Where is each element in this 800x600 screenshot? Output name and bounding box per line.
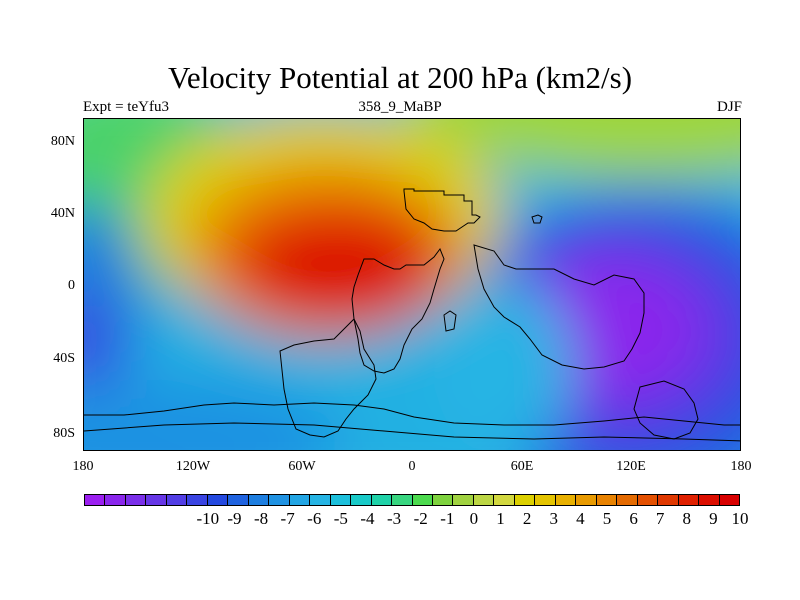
colorbar-label: -5	[333, 509, 348, 528]
asia-coast	[473, 244, 645, 370]
colorbar-swatch	[677, 494, 700, 506]
northeast-green-band	[411, 119, 740, 179]
southern-blue-band	[84, 379, 344, 450]
colorbar-swatch	[165, 494, 188, 506]
colorbar-swatch	[84, 494, 106, 506]
velocity-potential-field	[84, 119, 740, 450]
colorbar-swatch	[657, 494, 679, 506]
colorbar-swatch	[452, 494, 474, 506]
australia-coast	[633, 380, 699, 440]
colorbar-label: 5	[602, 509, 612, 528]
colorbar-swatch	[206, 494, 229, 506]
colorbar-swatch	[247, 494, 270, 506]
colorbar-swatch	[554, 494, 577, 506]
colorbar-swatch	[616, 494, 638, 506]
colorbar-label: 10	[731, 509, 749, 528]
x-tick-0: 0	[408, 459, 416, 474]
south-america-coast	[279, 318, 377, 438]
colorbar-swatch	[288, 494, 311, 506]
x-tick-180w: 180	[72, 459, 94, 474]
plot-title: Velocity Potential at 200 hPa (km2/s)	[167, 60, 633, 95]
colorbar-swatch	[268, 494, 290, 506]
west-deep-blue-region	[84, 289, 114, 409]
y-tick-40n: 40N	[50, 206, 75, 221]
colorbar-label: -9	[227, 509, 242, 528]
colorbar-label: 9	[709, 509, 718, 528]
colorbar-label: 6	[629, 509, 638, 528]
colorbar-swatch	[534, 494, 556, 506]
colorbar-label: 4	[576, 509, 585, 528]
colorbar-swatch	[186, 494, 208, 506]
colorbar-swatch	[472, 494, 495, 506]
colorbar-swatch	[370, 494, 393, 506]
colorbar-swatch	[431, 494, 454, 506]
colorbar-swatch	[329, 494, 352, 506]
colorbar-label: -7	[280, 509, 295, 528]
upward-motion-core	[249, 219, 429, 319]
madagascar-coast	[443, 310, 457, 332]
colorbar-swatch	[227, 494, 249, 506]
colorbar-label: -1	[440, 509, 455, 528]
colorbar-swatch	[350, 494, 372, 506]
colorbar-swatch	[411, 494, 433, 506]
colorbar-swatch	[698, 494, 720, 506]
map-plot-area	[83, 118, 741, 451]
colorbar-swatch	[309, 494, 331, 506]
x-tick-120w: 120W	[175, 459, 211, 474]
run-id-label: 358_9_MaBP	[358, 99, 442, 115]
x-tick-180e: 180	[730, 459, 752, 474]
colorbar-swatch	[104, 494, 126, 506]
colorbar-swatch	[595, 494, 618, 506]
colorbar-label: -4	[360, 509, 375, 528]
colorbar-label: 8	[682, 509, 692, 528]
colorbar-swatch	[493, 494, 515, 506]
x-tick-60e: 60E	[510, 459, 534, 474]
coastlines	[84, 188, 740, 442]
colorbar-label: 0	[469, 509, 479, 528]
colorbar-label: -6	[307, 509, 322, 528]
season-label: DJF	[716, 99, 742, 115]
colorbar-swatch	[145, 494, 167, 506]
antarctica-coast	[84, 402, 740, 426]
colorbar-swatch	[513, 494, 536, 506]
y-tick-80n: 80N	[50, 134, 75, 149]
colorbar-label: -2	[413, 509, 428, 528]
y-tick-40s: 40S	[53, 351, 75, 366]
y-tick-equator: 0	[68, 278, 75, 293]
colorbar-label: 3	[549, 509, 558, 528]
x-tick-60w: 60W	[288, 459, 316, 474]
colorbar	[84, 494, 740, 506]
colorbar-label: -10	[196, 509, 220, 528]
colorbar-swatch	[636, 494, 659, 506]
colorbar-label: 2	[522, 509, 532, 528]
greenland-coast	[531, 214, 543, 224]
experiment-label: Expt = teYfu3	[83, 99, 169, 115]
colorbar-label: -3	[386, 509, 402, 528]
x-tick-120e: 120E	[616, 459, 646, 474]
colorbar-swatch	[575, 494, 597, 506]
colorbar-label: -8	[253, 509, 269, 528]
colorbar-label: 7	[655, 509, 665, 528]
colorbar-swatch	[124, 494, 147, 506]
y-tick-80s: 80S	[53, 426, 75, 441]
atlantic-cyan-region	[434, 279, 574, 450]
europe-coast	[403, 188, 481, 232]
africa-coast	[351, 247, 445, 374]
colorbar-label: 1	[496, 509, 505, 528]
antarctica-inner	[84, 422, 740, 442]
colorbar-swatch	[391, 494, 413, 506]
colorbar-swatch	[718, 494, 740, 506]
